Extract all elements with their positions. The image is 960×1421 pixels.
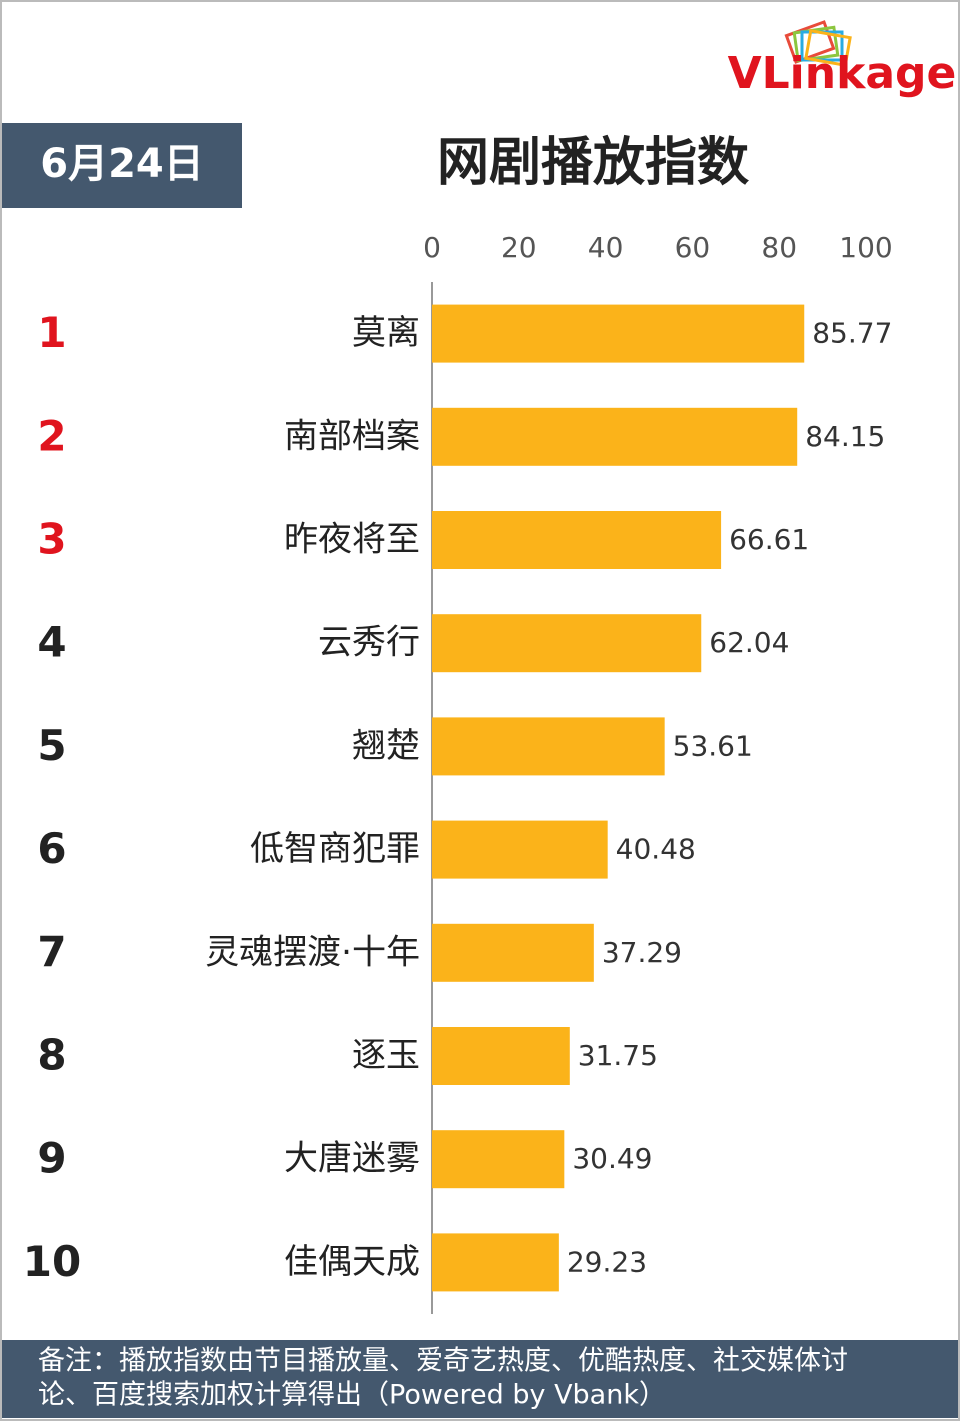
x-tick-label: 100 (839, 231, 892, 264)
category-label: 大唐迷雾 (284, 1139, 420, 1179)
category-label: 云秀行 (318, 623, 420, 663)
x-tick-label: 0 (423, 231, 441, 264)
rank: 1 (37, 308, 66, 357)
category-label: 低智商犯罪 (250, 829, 420, 869)
note: 备注：播放指数由节目播放量、爱奇艺热度、优酷热度、社交媒体讨 (38, 1346, 848, 1377)
note-box (2, 1340, 958, 1418)
bar (432, 820, 608, 879)
category-label: 莫离 (352, 313, 420, 353)
bar (432, 614, 702, 673)
bar (432, 717, 665, 776)
value-label: 30.49 (572, 1142, 652, 1175)
date-box (2, 123, 242, 208)
category-label: 翘楚 (352, 726, 420, 766)
bar (432, 304, 805, 363)
x-tick-label: 40 (588, 231, 624, 264)
value-label: 66.61 (729, 523, 809, 556)
rank: 9 (37, 1134, 66, 1183)
category-label: 逐玉 (352, 1036, 420, 1076)
bar (432, 1027, 570, 1085)
bar (432, 407, 798, 466)
rank: 4 (37, 618, 66, 667)
logo: VLinkage (728, 48, 957, 99)
value-label: 53.61 (673, 729, 753, 762)
rank: 10 (23, 1237, 81, 1286)
value-label: 62.04 (709, 626, 789, 659)
x-tick-label: 80 (761, 231, 797, 264)
rank: 2 (37, 411, 66, 460)
date: 6月24日 (40, 141, 204, 187)
bar (432, 1130, 565, 1189)
note: 论、百度搜索加权计算得出（Powered by Vbank） (38, 1380, 666, 1411)
bar (432, 1233, 559, 1292)
value-label: 40.48 (616, 833, 696, 866)
value-label: 31.75 (578, 1039, 658, 1072)
chart-title: 网剧播放指数 (437, 133, 749, 193)
rank: 3 (37, 515, 66, 564)
value-label: 85.77 (812, 317, 892, 350)
value-label: 84.15 (805, 420, 885, 453)
category-label: 佳偶天成 (284, 1242, 420, 1282)
x-tick-label: 60 (675, 231, 711, 264)
rank: 6 (37, 824, 66, 873)
bar (432, 923, 594, 982)
x-tick-label: 20 (501, 231, 537, 264)
rank: 8 (37, 1031, 66, 1080)
category-label: 昨夜将至 (284, 520, 420, 560)
rank: 7 (37, 927, 66, 976)
rank: 5 (37, 721, 66, 770)
logo-icon (784, 20, 852, 67)
bar (432, 511, 722, 569)
category-label: 南部档案 (284, 416, 420, 456)
category-label: 灵魂摆渡·十年 (205, 932, 420, 972)
value-label: 37.29 (602, 936, 682, 969)
value-label: 29.23 (567, 1245, 647, 1278)
